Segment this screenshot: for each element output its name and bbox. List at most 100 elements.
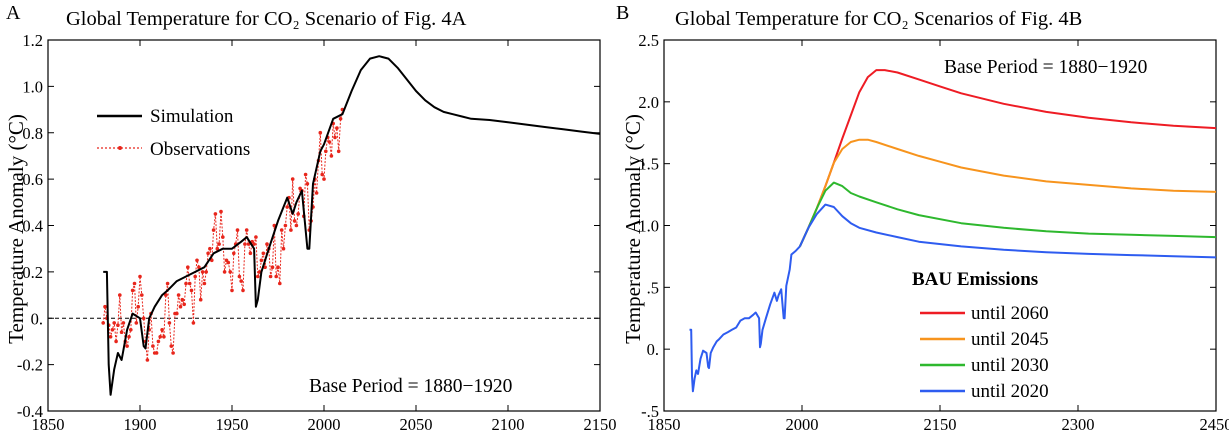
observations-point — [239, 279, 243, 283]
panel-b-plot: 1850 2000 2150 2300 2450 -.5 0. .5 1.0 1.5 2.0 2.5 — [638, 31, 1229, 434]
observations-point — [145, 358, 150, 362]
legend-label-until-2020: until 2020 — [971, 381, 1049, 402]
observations-point — [167, 321, 172, 325]
observations-point — [290, 177, 295, 181]
observations-point — [151, 344, 155, 348]
observations-point — [198, 297, 203, 302]
observations-point — [169, 344, 174, 348]
observations-point — [165, 281, 170, 286]
observations-point — [338, 117, 343, 121]
panel-a-x-tick-label: 1850 — [32, 415, 65, 434]
legend-simulation-label: Simulation — [150, 106, 234, 127]
observations-point — [237, 274, 242, 279]
observations-point — [206, 251, 210, 256]
observations-point — [140, 293, 144, 297]
observations-point — [322, 177, 326, 181]
observations-point — [202, 281, 207, 286]
observations-point — [324, 149, 328, 154]
panel-a-y-axis-label: Temperature Anomaly (°C) — [4, 114, 28, 344]
observations-point — [121, 321, 126, 325]
historical-line — [689, 245, 801, 393]
observations-point — [294, 223, 299, 228]
panel-a-plot-frame — [47, 39, 601, 412]
observations-point — [215, 246, 220, 251]
panel-a-x-tick-label: 1900 — [124, 415, 157, 434]
panel-a-y-tick-label: 0.8 — [22, 124, 43, 143]
observations-point — [110, 328, 115, 332]
observations-point — [130, 288, 135, 293]
observations-point — [265, 242, 269, 246]
observations-point — [336, 149, 341, 154]
observations-point — [158, 335, 162, 339]
observations-point — [243, 242, 247, 246]
panel-b-base-period-annotation: Base Period = 1880−1920 — [944, 57, 1147, 78]
panel-a-base-period-annotation: Base Period = 1880−1920 — [309, 376, 512, 397]
observations-point — [108, 335, 113, 339]
simulation-series-line — [103, 55, 601, 396]
observations-point — [289, 228, 293, 232]
observations-point — [141, 316, 146, 321]
observations-point — [103, 304, 107, 309]
observations-point — [235, 228, 240, 232]
panel-b-y-tick-label: .5 — [647, 278, 659, 297]
observations-point — [303, 172, 308, 177]
panel-b-legend: BAU Emissions until 2060 until 2045 until … — [912, 269, 1049, 402]
panel-a-plot: 1850 1900 1950 2000 2050 2100 2150 -0.4 -0.2 0. 0.… — [17, 31, 617, 434]
panel-b-y-tick-label: 2.5 — [638, 31, 659, 50]
observations-point — [186, 265, 190, 270]
panel-b-x-tick-label: 1850 — [648, 415, 681, 434]
panel-a-y-tick-label: -0.2 — [17, 356, 43, 375]
observations-point — [200, 270, 205, 274]
observations-point — [138, 274, 142, 279]
scenario-line-until-2045 — [798, 138, 1217, 247]
observations-point — [314, 191, 319, 195]
observations-point — [283, 223, 288, 228]
observations-point — [191, 321, 196, 325]
observations-point — [175, 311, 179, 316]
observations-point — [268, 274, 273, 279]
observations-point — [329, 154, 334, 158]
observations-point — [171, 351, 175, 355]
observations-point — [254, 235, 258, 239]
panel-b-y-tick-label: 0. — [647, 340, 659, 359]
panel-b-y-tick-label: 2.0 — [638, 93, 659, 112]
observations-point — [226, 260, 231, 265]
observations-point — [261, 251, 266, 256]
observations-point — [114, 339, 118, 344]
panel-b-x-tick-label: 2450 — [1200, 415, 1229, 434]
observations-point — [182, 302, 186, 307]
observations-point — [116, 323, 120, 328]
observations-point — [327, 140, 332, 144]
observations-point — [333, 135, 337, 140]
observations-point — [230, 288, 234, 293]
observations-point — [320, 172, 325, 177]
observations-point — [296, 212, 301, 216]
panel-a-y-tick-label: 0.6 — [22, 170, 43, 189]
observations-point — [211, 228, 216, 232]
observations-point — [274, 274, 279, 279]
panel-b-x-tick-label: 2300 — [1062, 415, 1095, 434]
panel-b-title: Global Temperature for CO₂ Scenarios of … — [675, 8, 1082, 30]
panel-a-title: Global Temperature for CO₂ Scenario of F… — [66, 8, 467, 30]
panel-a-y-tick-label: 1.2 — [22, 31, 43, 50]
panel-b-y-tick-label: 1.5 — [638, 155, 659, 174]
scenario-line-until-2020 — [798, 203, 1217, 259]
panel-a-y-tick-label: 0.2 — [22, 263, 43, 282]
panel-a-y-tick-label: 0. — [31, 309, 43, 328]
legend-title: BAU Emissions — [912, 269, 1038, 290]
observations-point — [241, 288, 245, 293]
observations-point — [259, 258, 264, 263]
observations-point — [252, 242, 256, 246]
observations-point — [184, 281, 188, 286]
observations-point — [204, 270, 208, 274]
panel-a-x-tick-label: 2100 — [492, 415, 525, 434]
observations-point — [213, 212, 218, 216]
observations-point — [318, 130, 323, 135]
observations-point — [270, 265, 275, 270]
observations-point — [156, 339, 161, 344]
observations-point — [222, 270, 227, 274]
panel-b-x-tick-label: 2150 — [924, 415, 957, 434]
panel-b-y-tick-label: 1.0 — [638, 217, 659, 236]
observations-point — [180, 297, 185, 302]
